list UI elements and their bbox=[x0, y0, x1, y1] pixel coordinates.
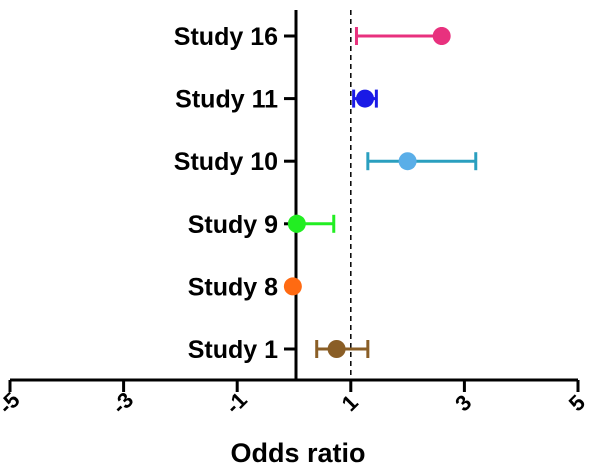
study-label: Study 10 bbox=[174, 148, 278, 176]
x-tick-label: 5 bbox=[564, 390, 590, 416]
point-estimate bbox=[398, 152, 417, 171]
study-label: Study 9 bbox=[188, 211, 278, 239]
point-estimate bbox=[432, 27, 451, 45]
point-estimate bbox=[356, 89, 374, 108]
x-axis-label: Odds ratio bbox=[230, 438, 365, 467]
x-tick-label: -1 bbox=[220, 387, 252, 419]
point-estimate bbox=[287, 214, 306, 233]
x-tick-label: -3 bbox=[107, 387, 139, 419]
study-label: Study 11 bbox=[175, 86, 278, 114]
x-tick-label: 1 bbox=[337, 390, 363, 416]
study-label: Study 1 bbox=[188, 336, 278, 364]
x-tick-label: -5 bbox=[0, 387, 25, 419]
axes: -5 -3 -1 1 3 5 bbox=[0, 10, 590, 419]
study-label: Study 16 bbox=[174, 23, 278, 51]
x-tick-label: 3 bbox=[450, 390, 476, 416]
point-estimate bbox=[327, 340, 346, 358]
study-label: Study 8 bbox=[188, 273, 278, 301]
point-estimate bbox=[283, 277, 302, 296]
study-labels: Study 16 Study 11 Study 10 Study 9 Study 8 St… bbox=[174, 23, 278, 364]
plot-marks bbox=[283, 27, 478, 358]
